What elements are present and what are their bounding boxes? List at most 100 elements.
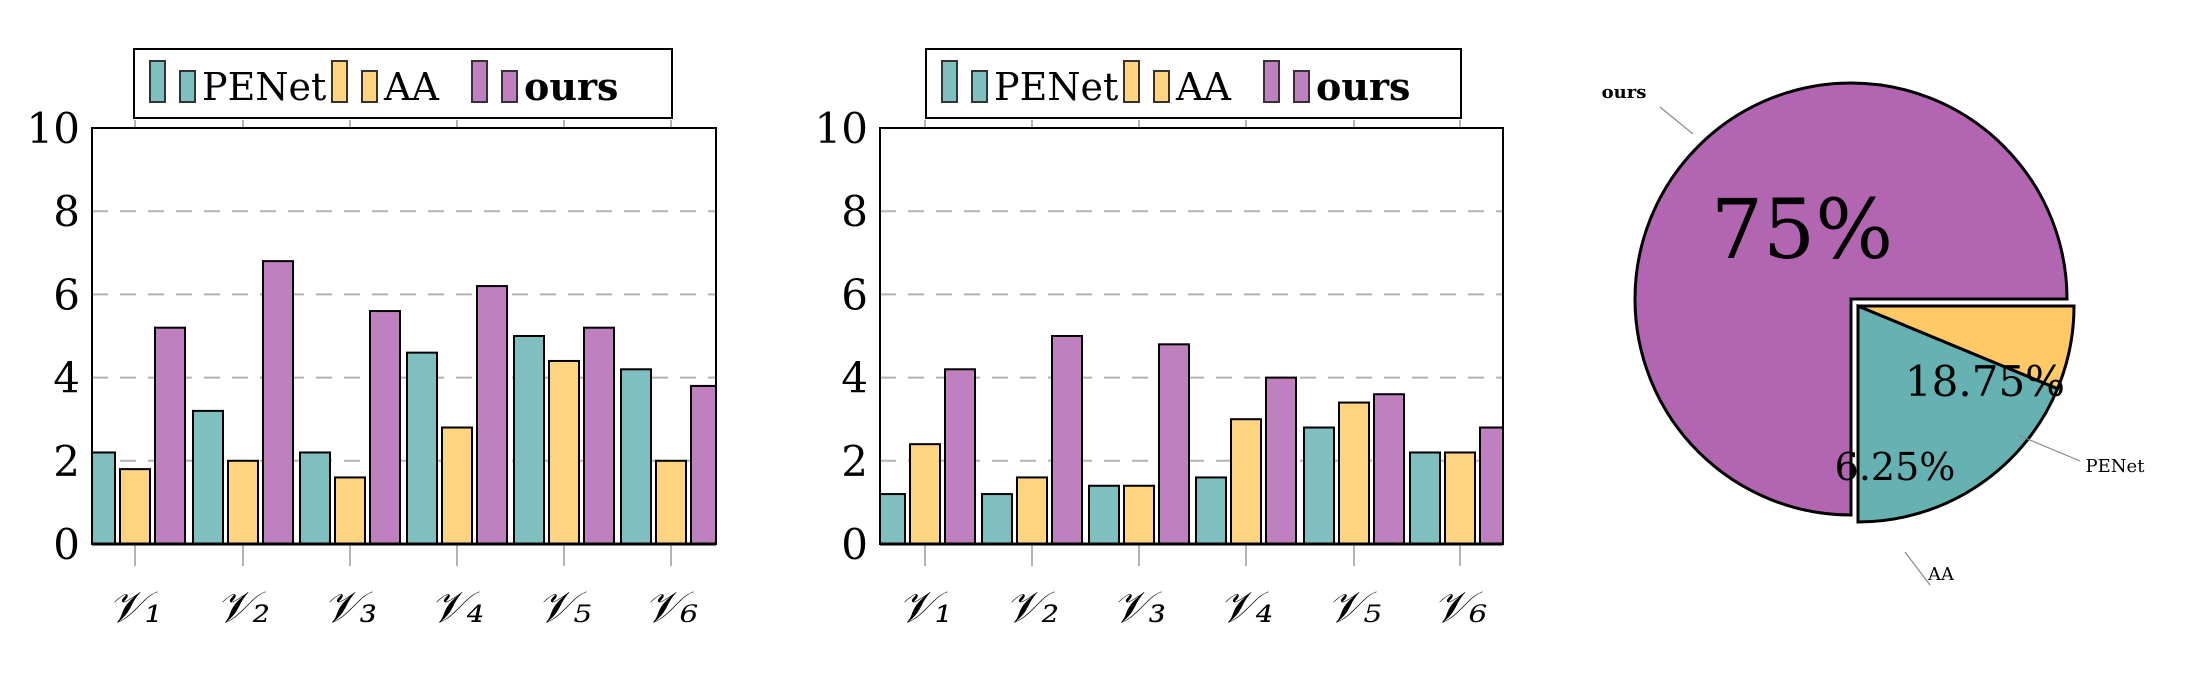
bar-AA-4 <box>441 426 473 544</box>
legend-box <box>925 48 1462 119</box>
bar-ours-2 <box>262 260 294 544</box>
y-tick-label: 0 <box>53 520 80 569</box>
pie-percent-AA: 6.25% <box>1835 445 1956 489</box>
bar-ours-2 <box>1051 335 1083 544</box>
bar-ours-1 <box>944 368 976 544</box>
legend-swatch-AA <box>1153 70 1170 103</box>
bar-PENet-3 <box>1088 484 1120 544</box>
bar-PENet-5 <box>1303 426 1335 544</box>
pie-leader-line <box>1659 106 1694 135</box>
legend-swatch-PENet <box>941 60 958 103</box>
bar-AA-3 <box>1123 484 1155 544</box>
x-tick-label: 𝒱₁ <box>108 582 162 633</box>
bar-ours-4 <box>476 285 508 544</box>
legend-swatch-PENet <box>179 70 196 103</box>
bar-AA-2 <box>227 459 259 544</box>
y-tick-label: 6 <box>53 270 80 319</box>
y-tick-label: 2 <box>841 437 868 486</box>
x-tick-label: 𝒱₄ <box>1219 582 1273 633</box>
legend-label-PENet: PENet <box>202 65 326 109</box>
y-tick-label: 0 <box>841 520 868 569</box>
legend-swatch-PENet <box>149 60 166 103</box>
bar-PENet-2 <box>981 493 1013 544</box>
bar-AA-5 <box>1338 401 1370 544</box>
bar-ours-4 <box>1265 376 1297 544</box>
y-tick-label: 4 <box>841 354 868 403</box>
pie-slice-PENet <box>1856 303 2060 524</box>
y-tick-label: 6 <box>841 270 868 319</box>
legend-swatch-AA <box>1123 60 1140 103</box>
bar-ours-6 <box>690 384 716 544</box>
bar-ours-5 <box>1373 393 1405 544</box>
bar-PENet-2 <box>192 409 224 544</box>
pie-label-ours: ours <box>1602 82 1647 103</box>
legend-swatch-AA <box>331 60 348 103</box>
bar-PENet-4 <box>1195 476 1227 544</box>
legend-label-PENet: PENet <box>994 65 1118 109</box>
x-tick-label: 𝒱₄ <box>430 582 484 633</box>
x-tick-label: 𝒱₂ <box>1005 582 1059 633</box>
x-tick-label: 𝒱₅ <box>537 582 592 633</box>
y-tick-label: 10 <box>815 104 868 153</box>
bar-chart-1: 0 2 4 6 8 10 𝒱₁ 𝒱₂ 𝒱₃ 𝒱₄ 𝒱₅ 𝒱₆ PENet AA ours <box>27 48 717 633</box>
legend-label-ours: ours <box>1316 64 1410 109</box>
pie-percent-ours: 75% <box>1711 183 1893 278</box>
bar-chart-2: 0 2 4 6 8 10 𝒱₁ 𝒱₂ 𝒱₃ 𝒱₄ 𝒱₅ 𝒱₆ PENet AA ours <box>815 48 1504 633</box>
legend-label-AA: AA <box>1175 65 1231 109</box>
bars <box>92 260 716 544</box>
legend-swatch-ours <box>501 70 518 103</box>
legend: PENet AA ours <box>133 48 673 119</box>
y-tick-label: 10 <box>27 104 80 153</box>
x-tick-label: 𝒱₆ <box>644 582 698 633</box>
pie-label-PENet: PENet <box>2086 456 2146 477</box>
bar-PENet-6 <box>620 368 652 544</box>
bar-PENet-5 <box>513 335 545 544</box>
pie-chart: 75% ours 18.75% PENet 6.25% AA <box>1602 81 2146 586</box>
x-tick-label: 𝒱₂ <box>216 582 270 633</box>
legend-swatch-PENet <box>971 70 988 103</box>
x-tick-label: 𝒱₆ <box>1433 582 1487 633</box>
legend-swatch-AA <box>361 70 378 103</box>
x-tick-label: 𝒱₃ <box>323 582 377 633</box>
legend-label-AA: AA <box>383 65 439 109</box>
y-tick-label: 8 <box>53 187 80 236</box>
bar-ours-1 <box>154 326 186 544</box>
pie-percent-PENet: 18.75% <box>1905 357 2065 406</box>
bar-ours-3 <box>369 310 401 544</box>
x-tick-label: 𝒱₃ <box>1112 582 1166 633</box>
pie-leader-line <box>2017 434 2081 462</box>
bar-AA-1 <box>909 443 941 544</box>
pie-slice-ours <box>1633 81 2069 517</box>
legend-box <box>133 48 673 119</box>
bar-ours-5 <box>583 326 615 544</box>
pie-slice-AA <box>1857 304 2076 391</box>
legend-swatch-ours <box>1293 70 1310 103</box>
legend-swatch-ours <box>1263 60 1280 103</box>
bar-PENet-1 <box>880 493 906 544</box>
legend: PENet AA ours <box>925 48 1462 119</box>
pie-label-AA: AA <box>1927 564 1955 585</box>
bar-ours-3 <box>1158 343 1190 544</box>
bar-AA-3 <box>334 476 366 544</box>
y-tick-label: 4 <box>53 354 80 403</box>
bar-AA-2 <box>1016 476 1048 544</box>
bar-PENet-1 <box>92 451 116 544</box>
x-tick-label: 𝒱₁ <box>898 582 952 633</box>
x-tick-label: 𝒱₅ <box>1327 582 1382 633</box>
bar-AA-4 <box>1230 418 1262 544</box>
y-tick-label: 2 <box>53 437 80 486</box>
bar-PENet-4 <box>406 351 438 544</box>
pie-leader-line <box>1904 551 1931 586</box>
bar-AA-5 <box>548 359 580 544</box>
legend-swatch-ours <box>471 60 488 103</box>
legend-label-ours: ours <box>524 64 618 109</box>
bars <box>880 335 1503 544</box>
bar-PENet-6 <box>1409 451 1441 544</box>
y-tick-label: 8 <box>841 187 868 236</box>
bar-AA-6 <box>655 459 687 544</box>
bar-ours-6 <box>1479 426 1503 544</box>
bar-PENet-3 <box>299 451 331 544</box>
bar-AA-1 <box>119 468 151 544</box>
bar-AA-6 <box>1444 451 1476 544</box>
